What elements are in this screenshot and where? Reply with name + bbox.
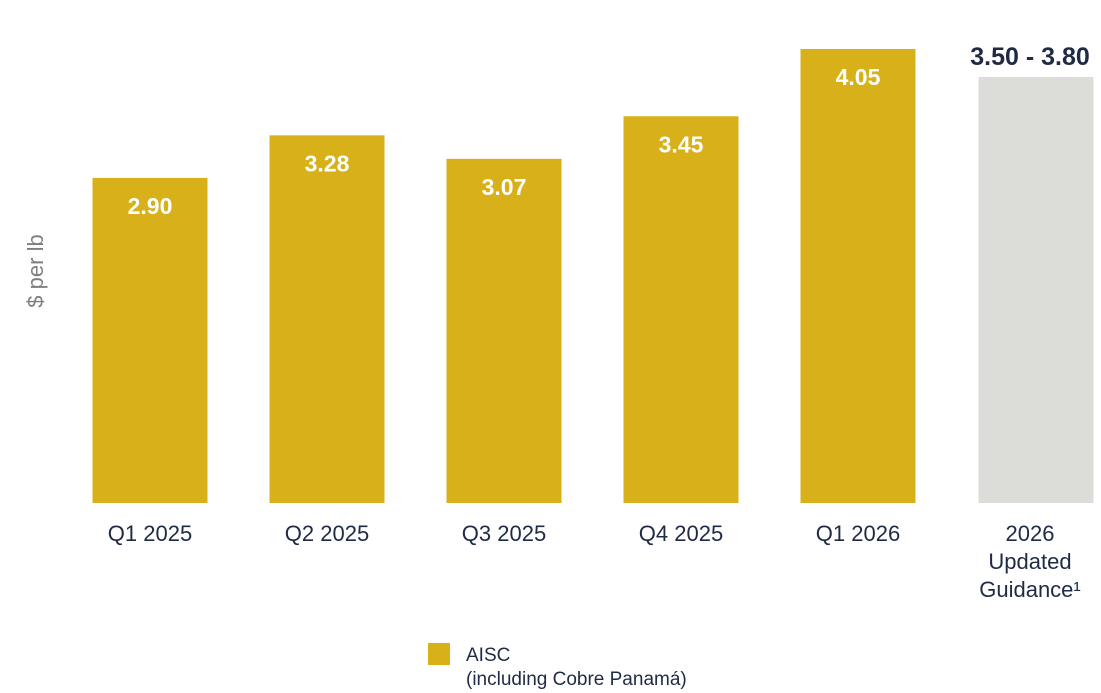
category-label: Q2 2025 (285, 521, 369, 546)
category-labels-group: Q1 2025 Q2 2025 Q3 2025 Q4 2025 Q1 2026 (108, 521, 900, 546)
category-label: Q3 2025 (462, 521, 546, 546)
value-label: 4.05 (836, 64, 881, 90)
legend-label-aisc: AISC (including Cobre Panamá) (466, 645, 687, 690)
guidance-group: 3.50 - 3.80 2026 Updated Guidance¹ (970, 43, 1094, 602)
bar-q1-2025 (92, 177, 208, 503)
category-label: Q1 2026 (816, 521, 900, 546)
value-label: 3.07 (482, 174, 527, 200)
bar-q3-2025 (446, 158, 562, 503)
value-label: 2.90 (128, 193, 173, 219)
guidance-value-label: 3.50 - 3.80 (970, 43, 1090, 71)
value-labels-group: 2.90 3.28 3.07 3.45 4.05 (128, 64, 881, 219)
y-axis-label: $ per lb (23, 234, 48, 307)
bar-2026-updated-guidance (978, 77, 1094, 503)
bar-q2-2025 (269, 135, 385, 504)
value-label: 3.45 (659, 131, 704, 157)
guidance-category-label: 2026 Updated Guidance¹ (979, 521, 1081, 602)
legend-swatch-aisc (428, 643, 450, 665)
bar-q4-2025 (623, 116, 739, 503)
category-label: Q4 2025 (639, 521, 723, 546)
legend: AISC (including Cobre Panamá) (428, 643, 687, 690)
category-label: Q1 2025 (108, 521, 192, 546)
bar-q1-2026 (800, 49, 916, 503)
bars-group (92, 49, 916, 504)
value-label: 3.28 (305, 150, 350, 176)
